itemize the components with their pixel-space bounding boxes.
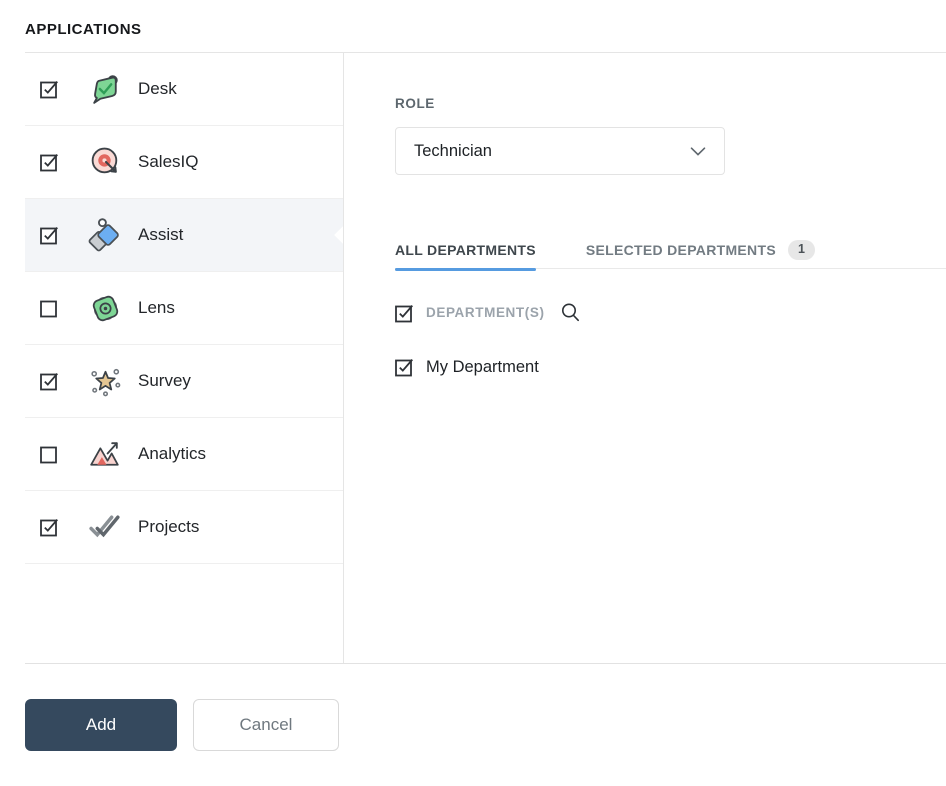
- assist-icon: [86, 214, 124, 256]
- app-row-lens[interactable]: Lens: [25, 272, 343, 345]
- analytics-icon: [86, 437, 124, 472]
- projects-icon: [86, 513, 124, 542]
- vertical-divider: [343, 53, 344, 663]
- footer-actions: Add Cancel: [25, 699, 339, 751]
- app-row-survey[interactable]: Survey: [25, 345, 343, 418]
- add-button[interactable]: Add: [25, 699, 177, 751]
- desk-icon: [86, 71, 124, 108]
- app-label: Desk: [138, 79, 177, 98]
- app-checkbox[interactable]: [40, 79, 60, 99]
- departments-header-row: DEPARTMENT(S): [395, 301, 581, 324]
- tab-label: ALL DEPARTMENTS: [395, 242, 536, 258]
- departments-list: My Department: [395, 357, 539, 391]
- app-checkbox[interactable]: [40, 371, 60, 391]
- role-select[interactable]: Technician: [395, 127, 725, 175]
- app-checkbox[interactable]: [40, 225, 60, 245]
- search-icon[interactable]: [560, 301, 581, 324]
- role-departments-panel: ROLE Technician ALL DEPARTMENTS SELECTED …: [343, 52, 946, 663]
- footer-divider: [25, 663, 946, 664]
- role-selected-value: Technician: [414, 141, 492, 160]
- app-row-assist[interactable]: Assist: [25, 199, 343, 272]
- app-row-projects[interactable]: Projects: [25, 491, 343, 564]
- app-label: Lens: [138, 298, 175, 317]
- salesiq-icon: [86, 145, 124, 180]
- app-label: SalesIQ: [138, 152, 199, 171]
- applications-list: Desk SalesIQ Assist Lens Survey Analytics Proj…: [25, 53, 343, 564]
- departments-column-label: DEPARTMENT(S): [426, 305, 545, 320]
- app-checkbox[interactable]: [40, 444, 60, 464]
- cancel-button[interactable]: Cancel: [193, 699, 339, 751]
- header-divider: [25, 52, 946, 53]
- app-row-desk[interactable]: Desk: [25, 53, 343, 126]
- departments-select-all-checkbox[interactable]: [395, 303, 415, 323]
- app-label: Projects: [138, 517, 200, 536]
- lens-icon: [86, 291, 124, 326]
- app-row-analytics[interactable]: Analytics: [25, 418, 343, 491]
- department-row[interactable]: My Department: [395, 357, 539, 377]
- role-label: ROLE: [395, 96, 435, 111]
- chevron-down-icon: [690, 146, 706, 156]
- app-row-salesiq[interactable]: SalesIQ: [25, 126, 343, 199]
- app-label: Analytics: [138, 444, 207, 463]
- page-title: APPLICATIONS: [25, 21, 142, 38]
- tab-selected-departments[interactable]: SELECTED DEPARTMENTS 1: [585, 232, 816, 269]
- app-label: Survey: [138, 371, 191, 390]
- app-checkbox[interactable]: [40, 517, 60, 537]
- app-checkbox[interactable]: [40, 298, 60, 318]
- tab-all-departments[interactable]: ALL DEPARTMENTS: [395, 232, 536, 271]
- app-label: Assist: [138, 225, 184, 244]
- app-checkbox[interactable]: [40, 152, 60, 172]
- survey-icon: [86, 363, 124, 400]
- department-checkbox[interactable]: [395, 357, 415, 377]
- department-name: My Department: [426, 357, 539, 376]
- tab-label: SELECTED DEPARTMENTS: [585, 242, 776, 258]
- departments-tabs: ALL DEPARTMENTS SELECTED DEPARTMENTS 1: [395, 232, 946, 271]
- tab-count-badge: 1: [787, 240, 816, 260]
